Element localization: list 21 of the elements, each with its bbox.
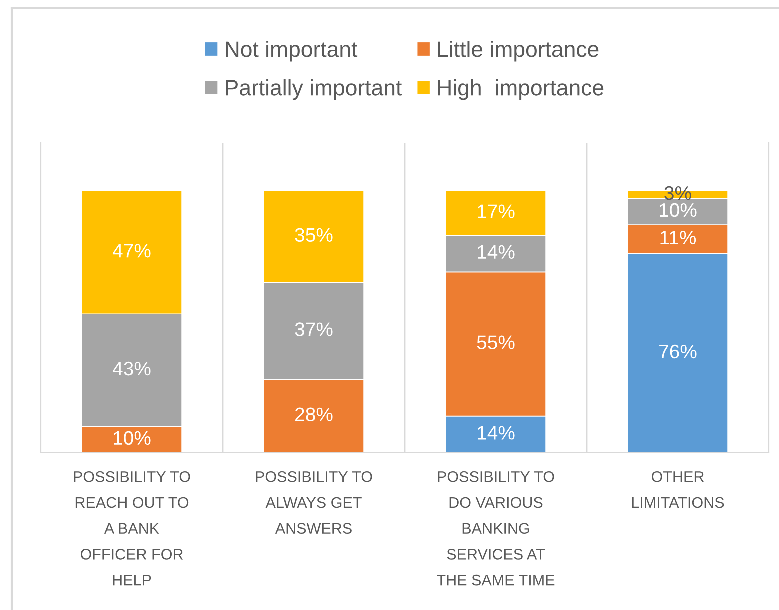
data-label: 11% bbox=[660, 231, 696, 245]
legend-label: Not important bbox=[226, 41, 358, 62]
data-label: 37% bbox=[295, 322, 333, 336]
data-label: 76% bbox=[660, 344, 697, 359]
legend-label: Partially important bbox=[226, 79, 402, 100]
data-label: 14% bbox=[478, 426, 515, 440]
x-tick-label: POSSIBILITY TO DO VARIOUS BANKING SERVICES AT THE SAME TIME bbox=[437, 471, 555, 586]
data-label: 55% bbox=[477, 336, 515, 350]
data-label: 28% bbox=[296, 408, 333, 422]
data-label: 17% bbox=[478, 204, 515, 218]
data-label: 14% bbox=[478, 245, 515, 260]
legend-label: Little importance bbox=[438, 41, 599, 62]
legend-label: High importance bbox=[438, 79, 604, 100]
data-label: 35% bbox=[295, 228, 333, 242]
x-tick-label: OTHER LIMITATIONS bbox=[632, 471, 724, 508]
data-label: 10% bbox=[660, 203, 697, 218]
data-label: 43% bbox=[112, 362, 151, 376]
x-tick-label: POSSIBILITY TO REACH OUT TO A BANK OFFICER FOR HELP bbox=[74, 471, 190, 586]
data-label: 47% bbox=[112, 244, 151, 258]
x-tick-label: POSSIBILITY TO ALWAYS GET ANSWERS bbox=[256, 471, 372, 534]
data-label: 10% bbox=[114, 431, 151, 446]
